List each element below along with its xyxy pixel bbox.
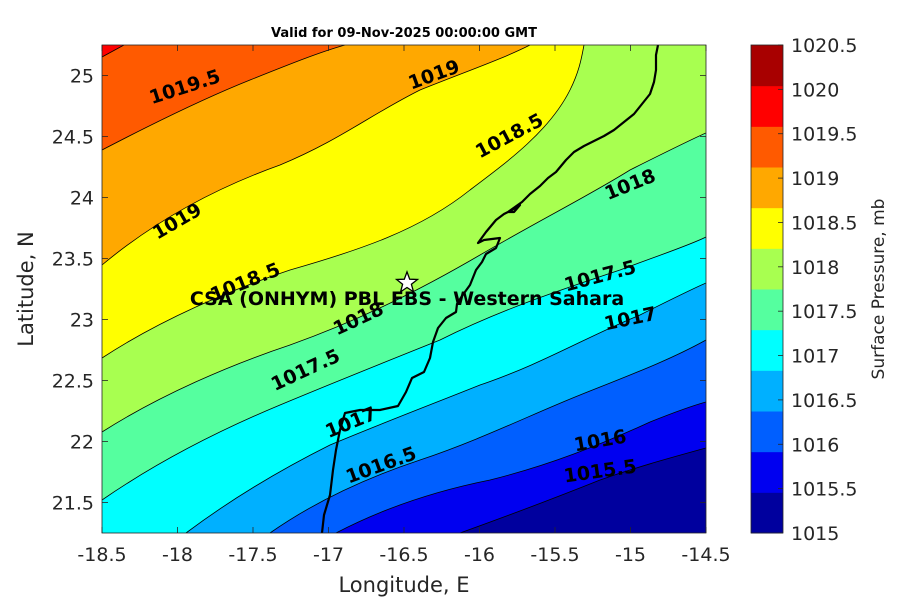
star-icon (394, 270, 420, 294)
colorbar-swatch (751, 329, 783, 371)
colorbar-swatch (751, 45, 783, 87)
x-tick-label: -15.5 (530, 544, 579, 566)
colorbar-tick-label: 1020 (791, 79, 839, 101)
map-area (102, 45, 706, 533)
colorbar-tick-label: 1015 (791, 523, 839, 545)
y-axis-label: Latitude, N (14, 231, 38, 347)
contour-line-1018-5 (102, 45, 531, 266)
y-tick-label: 21.5 (52, 493, 94, 515)
contour-line-1018 (102, 45, 585, 359)
colorbar-tick-label: 1016.5 (791, 390, 857, 412)
colorbar-tick-label: 1019.5 (791, 124, 857, 146)
x-tick-label: -16.5 (379, 544, 428, 566)
colorbar-swatch (751, 207, 783, 249)
colorbar-swatch (751, 85, 783, 127)
colorbar-tick-label: 1018.5 (791, 212, 857, 234)
x-tick-label: -17 (313, 544, 344, 566)
contour-line-1017-5 (102, 132, 706, 433)
contour-line-1016-5 (185, 282, 706, 533)
colorbar-tick-label: 1017.5 (791, 301, 857, 323)
plot-title: Valid for 09-Nov-2025 00:00:00 GMT (271, 26, 537, 41)
colorbar-swatch (751, 248, 783, 290)
x-tick-label: -18 (162, 544, 193, 566)
y-tick-label: 23 (70, 310, 94, 332)
colorbar-swatch (751, 451, 783, 493)
colorbar-tick-label: 1016 (791, 434, 839, 456)
contour-line-1016 (269, 339, 706, 533)
x-tick-label: -15 (615, 544, 646, 566)
x-tick-label: -17.5 (228, 544, 277, 566)
x-axis-ticks: -18.5 -18 -17.5 -17 -16.5 -16 -15.5 -15 -14.5 (77, 45, 731, 566)
y-tick-label: 22.5 (52, 371, 94, 393)
colorbar-tick-label: 1020.5 (791, 35, 857, 57)
x-tick-label: -18.5 (77, 544, 126, 566)
colorbar-label: Surface Pressure, mb (869, 199, 889, 380)
colorbar-swatch (751, 492, 783, 534)
colorbar-tick-label: 1017 (791, 346, 839, 368)
y-tick-label: 24.5 (52, 127, 94, 149)
site-label: CSA (ONHYM) PBL EBS - Western Sahara (190, 288, 624, 310)
colorbar-frame (750, 44, 784, 534)
contour-line-1019 (102, 45, 346, 151)
site-marker: CSA (ONHYM) PBL EBS - Western Sahara (190, 270, 624, 310)
y-tick-label: 25 (70, 66, 94, 88)
colorbar-swatch (751, 126, 783, 168)
contour-line-1017 (102, 236, 706, 501)
coastline (320, 45, 660, 533)
y-tick-label: 23.5 (52, 249, 94, 271)
y-axis-ticks: 21.5 22 22.5 23 23.5 24 24.5 25 (52, 66, 706, 515)
colorbar-tick-label: 1019 (791, 168, 839, 190)
pressure-band-1015 (460, 448, 706, 533)
x-tick-label: -14.5 (681, 544, 730, 566)
y-tick-label: 24 (70, 188, 94, 210)
contour-line-1015-5 (335, 401, 706, 533)
colorbar-tick-label: 1018 (791, 257, 839, 279)
x-tick-label: -16 (464, 544, 495, 566)
colorbar-swatch (751, 411, 783, 453)
colorbar-swatch (751, 167, 783, 209)
x-axis-label: Longitude, E (338, 573, 469, 597)
contour-line-1019-5 (102, 45, 125, 58)
colorbar-swatch (751, 289, 783, 331)
colorbar-swatch (751, 370, 783, 412)
y-tick-label: 22 (70, 432, 94, 454)
colorbar: 1015 1015.5 1016 1016.5 1017 1017.5 1018 1018.5… (750, 35, 857, 545)
contour-line-1015 (459, 447, 706, 533)
colorbar-tick-label: 1015.5 (791, 479, 857, 501)
